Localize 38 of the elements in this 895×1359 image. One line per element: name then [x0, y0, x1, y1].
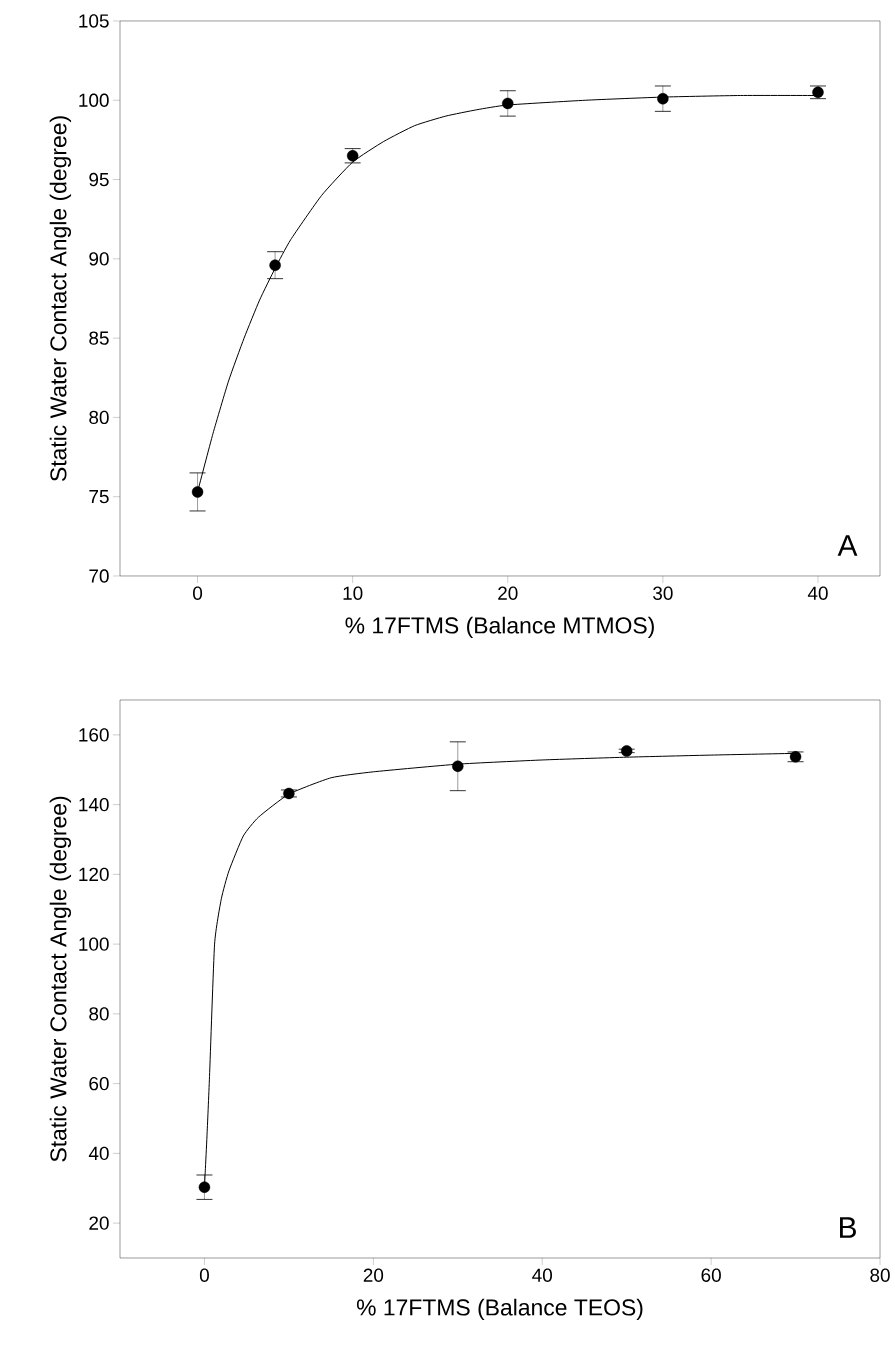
y-tick-label: 100: [79, 937, 109, 951]
x-tick-label: 60: [701, 1268, 721, 1282]
x-tick-label: 0: [193, 586, 203, 600]
point: [452, 760, 464, 772]
y-tick-label: 90: [89, 252, 109, 266]
point: [502, 97, 514, 110]
y-tick-label: 80: [89, 410, 109, 425]
point: [269, 259, 281, 271]
x-tick-label: 20: [363, 1268, 384, 1282]
y-tick-label: 120: [79, 867, 109, 882]
y-tick-label: 20: [89, 1216, 109, 1230]
y-axis-title: Static Water Contact Angle (degree): [49, 796, 72, 1162]
x-tick-label: 0: [199, 1268, 209, 1282]
y-tick-label: 70: [89, 569, 109, 583]
y-tick-label: 80: [89, 1007, 109, 1021]
annotation: B: [840, 1217, 856, 1238]
x-tick-label: 10: [343, 586, 363, 600]
x-tick-label: 80: [870, 1268, 890, 1282]
y-tick-label: 85: [89, 331, 109, 345]
y-tick-label: 60: [89, 1076, 109, 1091]
y-tick-label: 105: [79, 14, 109, 28]
point: [191, 486, 204, 498]
y-tick-label: 95: [89, 172, 109, 187]
y-tick-label: 40: [88, 1146, 109, 1161]
y-tick-label: 75: [89, 490, 109, 504]
x-axis-title: % 17FTMS (Balance MTMOS): [345, 616, 654, 639]
y-tick-label: 100: [79, 93, 109, 107]
point: [657, 92, 669, 105]
y-axis-title: Static Water Contact Angle (degree): [49, 116, 72, 482]
x-axis-title: % 17FTMS (Balance TEOS): [356, 1298, 643, 1321]
y-tick-label: 140: [79, 797, 109, 812]
x-tick-label: 30: [653, 586, 673, 600]
x-tick-label: 40: [807, 586, 828, 600]
x-tick-label: 40: [532, 1268, 553, 1282]
annotation: A: [837, 535, 858, 556]
y-tick-label: 160: [79, 728, 109, 742]
point: [198, 1181, 211, 1193]
x-tick-label: 20: [498, 586, 518, 600]
